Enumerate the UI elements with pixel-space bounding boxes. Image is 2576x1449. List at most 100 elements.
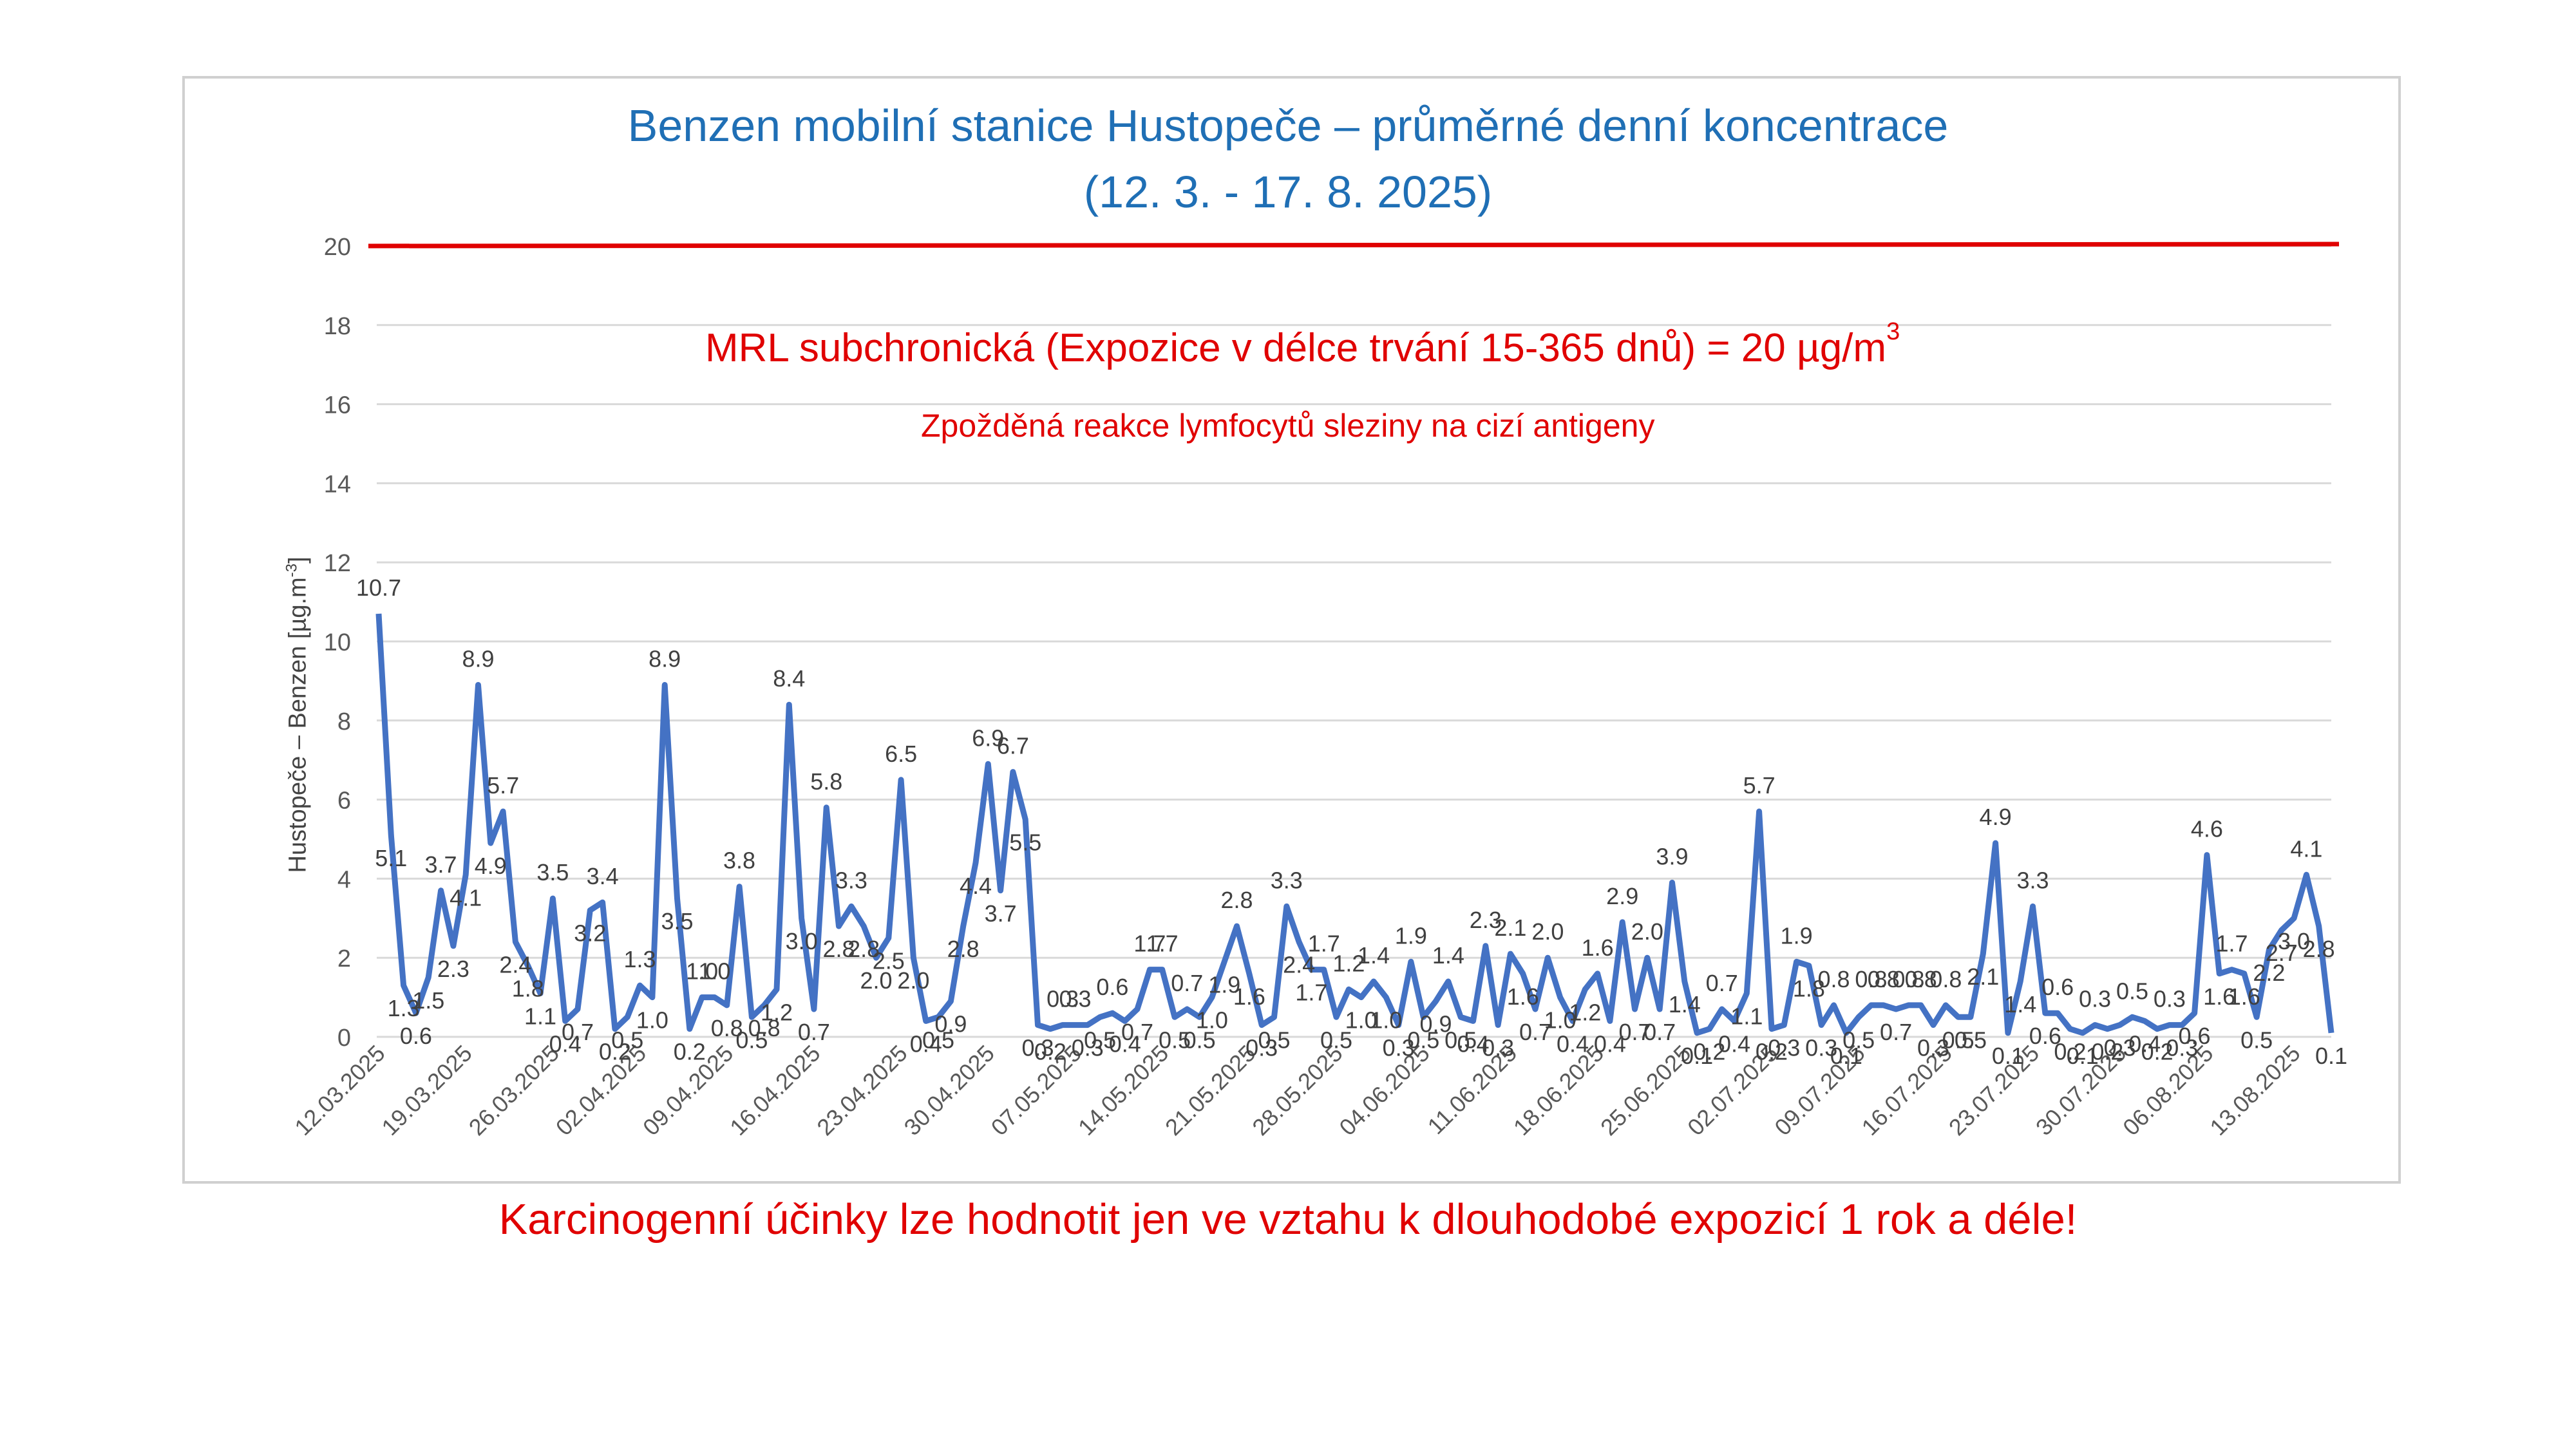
data-label: 3.4 [587,863,619,889]
data-label: 2.4 [1283,952,1315,978]
data-label: 0.1 [1830,1043,1862,1069]
data-label: 0.1 [1992,1043,2024,1069]
data-label: 3.7 [985,900,1017,927]
data-label: 0.1 [1681,1043,1713,1069]
data-label: 1.0 [1196,1007,1228,1034]
data-label: 0.6 [2179,1023,2211,1049]
data-label: 0.5 [1407,1027,1439,1053]
data-label: 2.8 [947,936,980,962]
data-label: 3.0 [786,928,818,954]
x-tick-label: 16.04.2025 [724,1040,825,1141]
data-label: 5.8 [810,768,842,795]
data-label: 3.8 [723,848,755,874]
data-label: 0.5 [1955,1027,1987,1053]
data-label: 0.7 [798,1019,830,1045]
data-label: 1.2 [1569,999,1601,1025]
data-label: 1.7 [2215,931,2248,957]
data-label: 0.3 [1245,1035,1278,1061]
data-label: 0.5 [611,1027,643,1053]
data-label: 2.4 [499,952,531,978]
data-label: 0.3 [1046,986,1079,1012]
data-label: 0.5 [1942,1027,1975,1053]
data-label: 1.6 [2203,983,2235,1010]
y-tick-label: 20 [324,234,351,261]
data-label: 0.7 [1880,1019,1912,1045]
footer-note: Karcinogenní účinky lze hodnotit jen ve … [498,1195,2078,1244]
data-label: 0.8 [1905,966,1937,992]
data-label: 2.2 [2253,960,2285,986]
data-label: 1.0 [636,1007,668,1034]
data-label: 0.5 [1184,1027,1216,1053]
data-label: 0.3 [1768,1035,1800,1061]
data-label: 4.9 [475,853,507,879]
data-label: 0.3 [1072,1035,1104,1061]
data-label: 1.6 [2228,983,2260,1010]
data-label: 0.4 [1557,1030,1589,1057]
data-label: 1.7 [1146,931,1179,957]
data-label: 1.0 [698,958,730,985]
data-label: 1.4 [1432,942,1464,969]
data-label: 0.2 [2141,1039,2174,1065]
series-line [375,613,2334,1036]
data-label: 1.2 [761,999,793,1025]
data-label: 2.0 [860,967,892,994]
data-label: 2.9 [1606,883,1638,909]
y-tick-label: 8 [337,708,351,735]
data-label: 5.5 [1009,829,1041,855]
data-label: 0.8 [711,1015,743,1041]
data-label: 0.3 [1059,986,1091,1012]
data-label: 1.2 [1332,950,1365,976]
mrl-text: MRL subchronická (Expozice v délce trván… [705,326,1887,370]
data-label: 0.4 [2128,1030,2161,1057]
data-label: 3.9 [1656,844,1688,870]
data-label: 1.9 [1208,971,1240,998]
data-label: 0.3 [1917,1035,1949,1061]
data-label: 2.8 [1221,887,1253,913]
data-label: 1.9 [1781,922,1813,949]
data-label: 0.5 [922,1027,954,1053]
data-label: 3.5 [661,908,693,934]
y-tick-label: 6 [337,788,351,815]
data-label: 0.2 [1693,1039,1725,1065]
data-label: 0.8 [1868,966,1900,992]
x-tick-label: 12.03.2025 [289,1040,390,1141]
data-label: 8.9 [649,646,681,672]
data-label: 0.8 [1817,966,1850,992]
data-label: 0.4 [1457,1030,1489,1057]
data-label: 0.5 [2240,1027,2273,1053]
data-label: 3.7 [425,851,457,878]
data-label: 0.4 [549,1030,582,1057]
data-label: 0.2 [674,1039,706,1065]
data-label: 0.3 [1383,1035,1415,1061]
data-label: 1.3 [388,995,420,1021]
data-label: 1.4 [1669,991,1701,1018]
data-label: 0.2 [1034,1039,1066,1065]
mrl-superscript: 3 [1886,318,1900,346]
data-label: 2.0 [1531,918,1564,945]
data-label: 0.2 [2054,1039,2086,1065]
data-label: 0.7 [1171,970,1203,996]
data-label: 0.4 [910,1030,942,1057]
mrl-annotation: MRL subchronická (Expozice v délce trván… [705,318,1900,371]
data-label: 1.0 [1544,1007,1577,1034]
data-label: 0.7 [1618,1019,1651,1045]
data-label: 0.3 [2079,986,2111,1012]
data-label: 2.1 [1967,963,1999,990]
data-label: 0.1 [2315,1043,2347,1069]
data-label: 0.6 [2041,974,2074,1000]
data-label: 0.5 [1320,1027,1352,1053]
data-label: 2.0 [1631,918,1663,945]
data-label: 1.8 [1793,975,1825,1001]
data-label: 1.6 [1582,934,1614,961]
x-tick-label: 19.03.2025 [376,1040,477,1141]
data-label: 3.3 [1271,867,1303,893]
data-label: 4.9 [1980,804,2012,830]
y-axis-label-exponent: -3 [283,564,301,578]
data-label: 1.9 [1395,922,1427,949]
y-axis-label-main: Hustopeče – Benzen [µg.m [284,577,312,873]
data-label: 0.8 [1855,966,1887,992]
data-label: 1.6 [1233,983,1265,1010]
data-label: 1.0 [686,958,718,985]
data-label: 0.7 [1519,1019,1551,1045]
